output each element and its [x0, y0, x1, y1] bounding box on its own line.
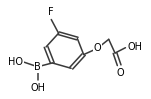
Text: B: B	[34, 62, 41, 72]
Text: OH: OH	[30, 83, 45, 93]
Text: HO: HO	[8, 57, 23, 67]
Text: O: O	[116, 68, 124, 78]
Text: O: O	[93, 43, 101, 53]
Text: F: F	[48, 7, 54, 17]
Text: OH: OH	[128, 42, 143, 52]
